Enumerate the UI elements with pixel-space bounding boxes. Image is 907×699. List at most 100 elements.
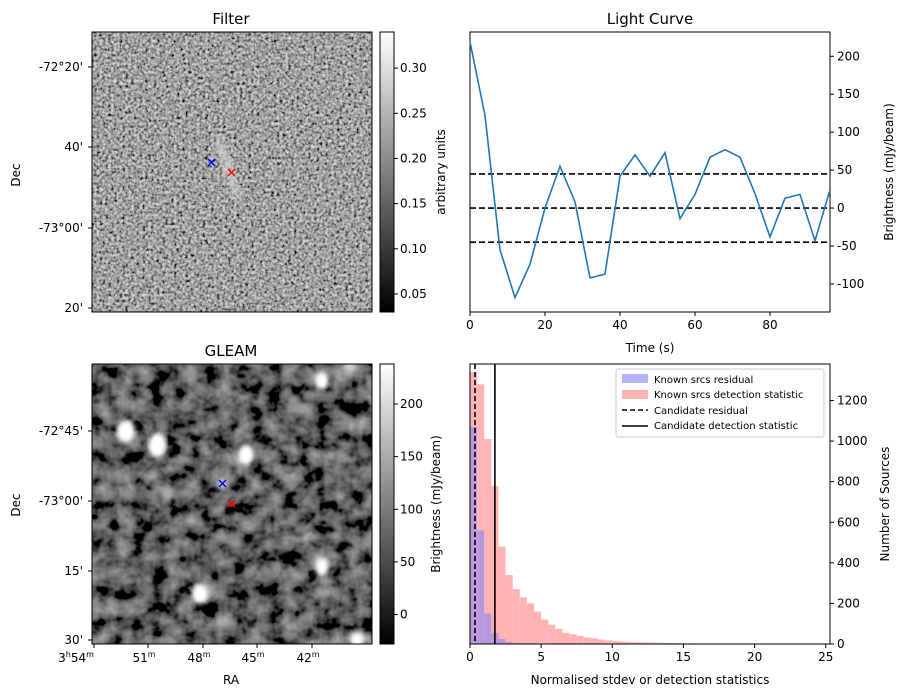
gleam-source — [192, 584, 208, 604]
histogram-bar-detection — [555, 628, 563, 644]
filter-colorbar-tick-label: 0.05 — [400, 287, 427, 301]
histogram-panel: 0 5 10 15 20 25 0 200 400 600 800 1000 1200 Normali… — [466, 363, 892, 687]
histogram-bar-detection — [534, 611, 542, 644]
gleam-colorbar-tick-label: 100 — [400, 502, 423, 516]
histogram-bar-residual — [498, 638, 506, 644]
lightcurve-ytick-label: 100 — [837, 125, 860, 139]
histogram-bar-detection — [605, 640, 613, 644]
histogram-bar-detection — [619, 641, 627, 644]
lightcurve-xlabel: Time (s) — [625, 341, 675, 355]
histogram-bar-residual — [505, 641, 513, 644]
histogram-bar-detection — [477, 384, 485, 644]
histogram-bar-detection — [505, 575, 513, 644]
gleam-colorbar — [379, 363, 395, 645]
histogram-xticks: 0 5 10 15 20 25 — [466, 644, 833, 664]
lightcurve-series-line — [469, 41, 831, 300]
legend-label-residual: Known srcs residual — [654, 375, 753, 386]
histogram-bar-detection — [519, 597, 527, 644]
lightcurve-ytick-label: -50 — [837, 239, 857, 253]
filter-panel: Filter Dec -72°20' 40' -73°00' 20' 0.05 0.10… — [9, 10, 448, 315]
histogram-bar-detection — [498, 546, 506, 644]
histogram-ytick-label: 800 — [837, 475, 860, 489]
filter-ytick-label: -72°20' — [39, 60, 83, 74]
filter-colorbar-ticks: 0.05 0.10 0.15 0.20 0.25 0.30 — [394, 61, 427, 301]
gleam-xtick-label: 42m — [296, 650, 319, 665]
gleam-colorbar-ticks: 0 50 100 150 200 — [394, 397, 423, 622]
lightcurve-ytick-label: 50 — [837, 163, 852, 177]
histogram-bar-detection — [612, 641, 620, 644]
filter-red-cross — [227, 168, 236, 177]
legend-swatch-detection — [622, 390, 648, 399]
filter-title: Filter — [212, 10, 250, 28]
histogram-bar-detection — [512, 589, 520, 644]
histogram-bar-detection — [654, 642, 663, 644]
filter-source-streak — [216, 135, 240, 201]
gleam-sources — [105, 364, 364, 644]
gleam-yticks: -72°45' -73°00' 15' 30' — [39, 424, 92, 647]
histogram-bar-detection — [647, 642, 655, 644]
histogram-ytick-label: 600 — [837, 515, 860, 529]
histogram-ylabel: Number of Sources — [878, 447, 892, 562]
filter-blue-cross — [207, 158, 216, 167]
histogram-bar-detection — [626, 641, 634, 644]
histogram-bar-detection — [633, 642, 641, 644]
gleam-colorbar-label: Brightness (mJy/beam) — [429, 435, 443, 573]
legend-label-detection: Known srcs detection statistic — [654, 390, 803, 401]
legend-label-candidate-detection: Candidate detection statistic — [654, 421, 798, 432]
filter-colorbar-label: arbitrary units — [434, 129, 448, 215]
filter-ytick-label: 40' — [64, 140, 83, 154]
gleam-colorbar-tick-label: 150 — [400, 450, 423, 464]
lightcurve-title: Light Curve — [607, 10, 693, 28]
filter-colorbar-tick-label: 0.25 — [400, 106, 427, 120]
gleam-source — [117, 420, 135, 442]
lightcurve-xtick-label: 60 — [687, 318, 702, 332]
gleam-source — [148, 433, 166, 457]
histogram-bar-detection — [569, 634, 577, 644]
gleam-red-cross — [227, 499, 236, 508]
gleam-colorbar-tick-label: 50 — [400, 555, 415, 569]
filter-colorbar-tick-label: 0.15 — [400, 197, 427, 211]
histogram-xtick-label: 25 — [818, 650, 833, 664]
histogram-yticks: 0 200 400 600 800 1000 1200 — [830, 394, 868, 651]
histogram-ytick-label: 400 — [837, 556, 860, 570]
histogram-bar-detection — [541, 619, 549, 644]
filter-markers — [207, 158, 236, 177]
lightcurve-ytick-label: -100 — [837, 277, 864, 291]
histogram-xtick-label: 5 — [537, 650, 545, 664]
gleam-xtick-label: 48m — [187, 650, 210, 665]
histogram-bar-detection — [562, 632, 570, 644]
histogram-bar-detection — [484, 439, 492, 644]
lightcurve-ytick-label: 0 — [837, 201, 845, 215]
gleam-source — [238, 445, 254, 465]
filter-yticks: -72°20' 40' -73°00' 20' — [39, 60, 92, 315]
gleam-markers — [218, 479, 236, 508]
histogram-xtick-label: 0 — [466, 650, 474, 664]
histogram-bar-detection — [526, 603, 535, 644]
histogram-bar-residual — [477, 530, 485, 644]
histogram-ytick-label: 1200 — [837, 394, 868, 408]
gleam-colorbar-tick-label: 0 — [400, 608, 408, 622]
filter-ytick-label: -73°00' — [39, 221, 83, 235]
gleam-ytick-label: -73°00' — [39, 494, 83, 508]
filter-colorbar-tick-label: 0.10 — [400, 242, 427, 256]
histogram-bar-residual — [470, 426, 478, 644]
gleam-ytick-label: 15' — [64, 564, 83, 578]
histogram-xlabel: Normalised stdev or detection statistics — [531, 673, 770, 687]
lightcurve-xtick-label: 20 — [537, 318, 552, 332]
filter-ylabel: Dec — [9, 163, 23, 186]
histogram-xtick-label: 15 — [676, 650, 691, 664]
histogram-ytick-label: 1000 — [837, 434, 868, 448]
histogram-bar-detection — [590, 638, 599, 644]
filter-colorbar — [379, 31, 395, 313]
lightcurve-xticks: 0 20 40 60 80 — [466, 312, 778, 332]
gleam-colorbar-tick-label: 200 — [400, 397, 423, 411]
lightcurve-panel: Light Curve 0 20 40 60 80 -100 -50 0 50 100 150 20… — [466, 10, 896, 355]
histogram-bars — [470, 372, 812, 644]
histogram-xtick-label: 20 — [747, 650, 762, 664]
lightcurve-hlines — [470, 173, 830, 243]
histogram-bar-detection — [576, 635, 584, 644]
gleam-ylabel: Dec — [9, 493, 23, 516]
histogram-ytick-label: 0 — [837, 637, 845, 651]
filter-colorbar-tick-label: 0.30 — [400, 61, 427, 75]
